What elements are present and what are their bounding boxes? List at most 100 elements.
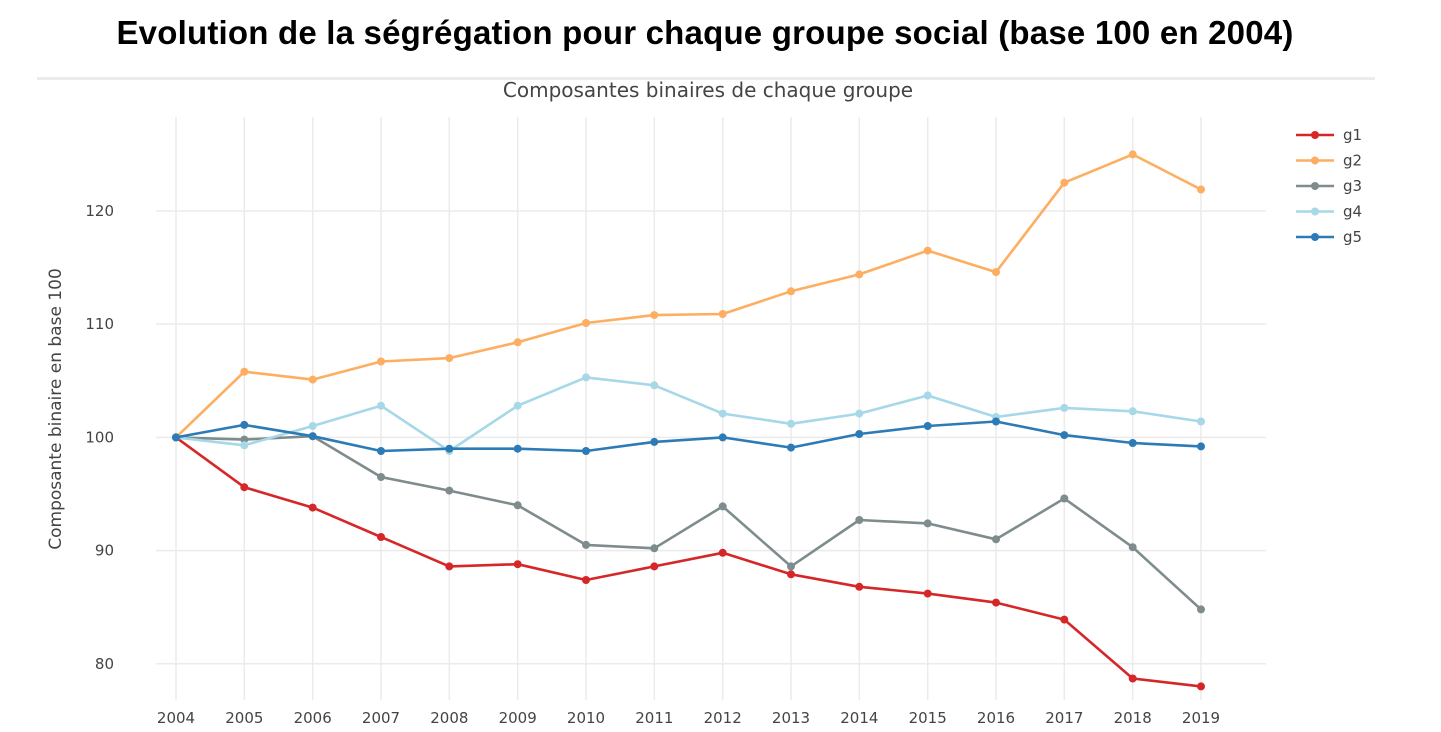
legend[interactable]: g1 g2 g3 g4 g5 (1296, 126, 1362, 246)
data-point-g5[interactable] (1197, 442, 1205, 451)
x-tick-label: 2018 (1114, 709, 1152, 727)
data-point-g5[interactable] (855, 430, 864, 438)
data-point-g1[interactable] (377, 533, 385, 541)
data-point-g5[interactable] (923, 422, 932, 430)
data-point-g2[interactable] (923, 246, 932, 255)
x-tick-label: 2012 (704, 709, 742, 727)
data-point-g3[interactable] (1197, 605, 1205, 614)
data-point-g3[interactable] (377, 473, 385, 481)
data-point-g2[interactable] (377, 357, 385, 366)
data-point-g2[interactable] (1128, 150, 1137, 159)
page-title: Evolution de la ségrégation pour chaque … (116, 14, 1294, 51)
legend-item-g2[interactable]: g2 (1296, 152, 1362, 170)
data-point-g5[interactable] (377, 447, 385, 455)
data-point-g4[interactable] (1197, 417, 1205, 426)
data-point-g4[interactable] (377, 401, 385, 410)
data-point-g2[interactable] (445, 354, 454, 363)
y-tick-label: 120 (85, 202, 114, 220)
data-point-g5[interactable] (1128, 439, 1137, 447)
data-point-g4[interactable] (787, 419, 795, 428)
data-point-g3[interactable] (240, 435, 249, 444)
data-point-g3[interactable] (513, 501, 522, 510)
data-point-g3[interactable] (1060, 494, 1069, 503)
data-point-g4[interactable] (308, 422, 317, 430)
data-point-g4[interactable] (582, 373, 590, 382)
data-point-g2[interactable] (855, 270, 864, 279)
data-point-g2[interactable] (308, 375, 317, 384)
legend-label: g5 (1343, 228, 1362, 246)
data-point-g1[interactable] (923, 589, 932, 598)
data-point-g1[interactable] (855, 582, 864, 591)
x-tick-label: 2007 (362, 709, 400, 727)
data-point-g3[interactable] (855, 516, 864, 524)
data-point-g1[interactable] (445, 562, 454, 571)
data-point-g5[interactable] (718, 433, 727, 442)
data-point-g2[interactable] (1060, 178, 1069, 187)
legend-swatch-marker (1311, 156, 1319, 165)
data-point-g2[interactable] (582, 319, 590, 327)
data-point-g4[interactable] (513, 401, 522, 410)
x-tick-label: 2013 (772, 709, 810, 727)
data-point-g4[interactable] (718, 409, 727, 418)
data-point-g2[interactable] (650, 311, 659, 320)
data-point-g1[interactable] (1128, 674, 1137, 683)
data-point-g4[interactable] (923, 391, 932, 400)
data-point-g2[interactable] (513, 338, 522, 347)
data-point-g1[interactable] (992, 598, 1000, 607)
data-point-g5[interactable] (992, 417, 1000, 426)
legend-item-g4[interactable]: g4 (1296, 203, 1362, 221)
data-point-g4[interactable] (240, 441, 249, 450)
data-point-g1[interactable] (513, 560, 522, 569)
data-point-g3[interactable] (582, 540, 590, 549)
y-tick-label: 90 (95, 542, 114, 560)
x-tick-label: 2004 (157, 709, 195, 727)
data-point-g1[interactable] (787, 570, 795, 579)
data-point-g5[interactable] (445, 444, 454, 453)
data-point-g4[interactable] (1060, 403, 1069, 412)
data-point-g1[interactable] (240, 483, 249, 492)
data-point-g2[interactable] (718, 310, 727, 318)
data-point-g1[interactable] (582, 576, 590, 584)
data-point-g4[interactable] (1128, 407, 1137, 416)
data-point-g1[interactable] (1060, 615, 1069, 624)
legend-item-g1[interactable]: g1 (1296, 126, 1362, 144)
data-point-g1[interactable] (650, 562, 659, 571)
legend-item-g3[interactable]: g3 (1296, 177, 1362, 195)
data-point-g2[interactable] (1197, 185, 1205, 194)
data-point-g3[interactable] (1128, 543, 1137, 552)
data-point-g5[interactable] (240, 420, 249, 429)
data-point-g5[interactable] (1060, 431, 1069, 440)
data-point-g4[interactable] (855, 409, 864, 418)
data-point-g5[interactable] (308, 432, 317, 441)
data-point-g5[interactable] (650, 437, 659, 446)
data-point-g3[interactable] (718, 502, 727, 511)
data-point-g3[interactable] (923, 519, 932, 528)
legend-item-g5[interactable]: g5 (1296, 228, 1362, 246)
data-point-g3[interactable] (787, 562, 795, 571)
x-tick-label: 2009 (499, 709, 537, 727)
legend-swatch-marker (1311, 233, 1319, 241)
series-line-g3 (174, 434, 1203, 611)
x-tick-label: 2008 (430, 709, 468, 727)
legend-label: g2 (1343, 152, 1362, 170)
data-point-g2[interactable] (240, 367, 249, 376)
data-point-g3[interactable] (650, 544, 659, 553)
data-point-g3[interactable] (992, 535, 1000, 544)
data-point-g5[interactable] (787, 443, 795, 452)
data-point-g5[interactable] (582, 447, 590, 455)
data-point-g5[interactable] (513, 444, 522, 453)
data-point-g2[interactable] (992, 268, 1000, 277)
data-point-g1[interactable] (718, 548, 727, 557)
series-g4 (172, 373, 1205, 455)
legend-swatch-marker (1311, 131, 1319, 139)
data-point-g2[interactable] (787, 287, 795, 296)
data-point-g4[interactable] (650, 381, 659, 390)
series-line-g5 (174, 420, 1203, 453)
data-point-g3[interactable] (445, 486, 454, 495)
y-axis-title: Composante binaire en base 100 (46, 268, 66, 550)
data-point-g1[interactable] (1197, 682, 1205, 691)
data-point-g5[interactable] (172, 433, 180, 442)
series-line-g4 (174, 376, 1203, 453)
data-point-g1[interactable] (308, 503, 317, 512)
